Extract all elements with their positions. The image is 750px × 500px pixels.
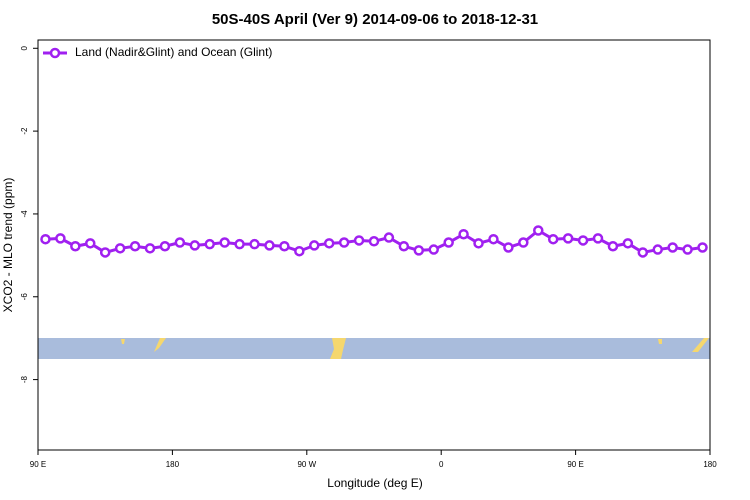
point <box>413 245 425 256</box>
plot-frame <box>37 39 711 451</box>
point <box>577 235 589 246</box>
chart-title: 50S-40S April (Ver 9) 2014-09-06 to 2018… <box>212 11 538 28</box>
y-tick-label: -2 <box>20 127 29 135</box>
point <box>144 243 156 254</box>
point <box>264 240 275 251</box>
point <box>458 228 469 240</box>
point <box>398 240 410 252</box>
x-axis-label: Longitude (deg E) <box>327 476 422 490</box>
x-tick-label: 180 <box>166 460 180 469</box>
point <box>294 245 305 257</box>
point <box>55 233 66 244</box>
point <box>488 233 499 245</box>
point <box>70 240 81 252</box>
point <box>159 240 171 252</box>
y-tick-label: -8 <box>20 375 29 383</box>
point <box>518 237 529 248</box>
x-tick-label: 90 E <box>30 460 46 469</box>
x-tick-label: 90 E <box>567 460 583 469</box>
point <box>562 233 574 244</box>
point <box>129 240 141 252</box>
point <box>323 238 335 249</box>
point <box>697 242 708 253</box>
point <box>533 225 544 236</box>
y-tick-label: 0 <box>20 46 29 51</box>
point <box>114 243 126 254</box>
point <box>99 247 111 258</box>
point <box>592 233 604 244</box>
point <box>652 244 663 255</box>
point <box>473 238 484 249</box>
point <box>279 240 290 252</box>
point <box>682 244 693 255</box>
point <box>234 238 245 250</box>
point <box>622 238 634 249</box>
point <box>368 236 380 247</box>
legend-marker <box>49 47 61 59</box>
point <box>219 237 230 248</box>
point <box>204 238 215 250</box>
point <box>249 238 260 250</box>
x-tick-label: 180 <box>703 460 717 469</box>
point <box>189 240 201 251</box>
map-strip <box>38 338 710 359</box>
x-tick-label: 0 <box>439 460 444 469</box>
point <box>353 235 365 246</box>
point <box>428 244 439 255</box>
point <box>607 240 619 252</box>
point <box>383 232 395 243</box>
point <box>85 238 96 249</box>
point <box>309 240 320 251</box>
y-tick-label: -4 <box>20 210 29 218</box>
y-axis-label: XCO2 - MLO trend (ppm) <box>1 178 15 313</box>
point <box>338 237 350 248</box>
point <box>503 242 514 253</box>
y-tick-label: -6 <box>20 293 29 301</box>
x-tick-label: 90 W <box>297 460 316 469</box>
point <box>667 242 678 253</box>
point <box>443 237 454 248</box>
point <box>40 233 51 245</box>
point <box>637 247 649 258</box>
point <box>174 237 186 248</box>
legend-label: Land (Nadir&Glint) and Ocean (Glint) <box>75 45 272 59</box>
point <box>547 233 559 245</box>
